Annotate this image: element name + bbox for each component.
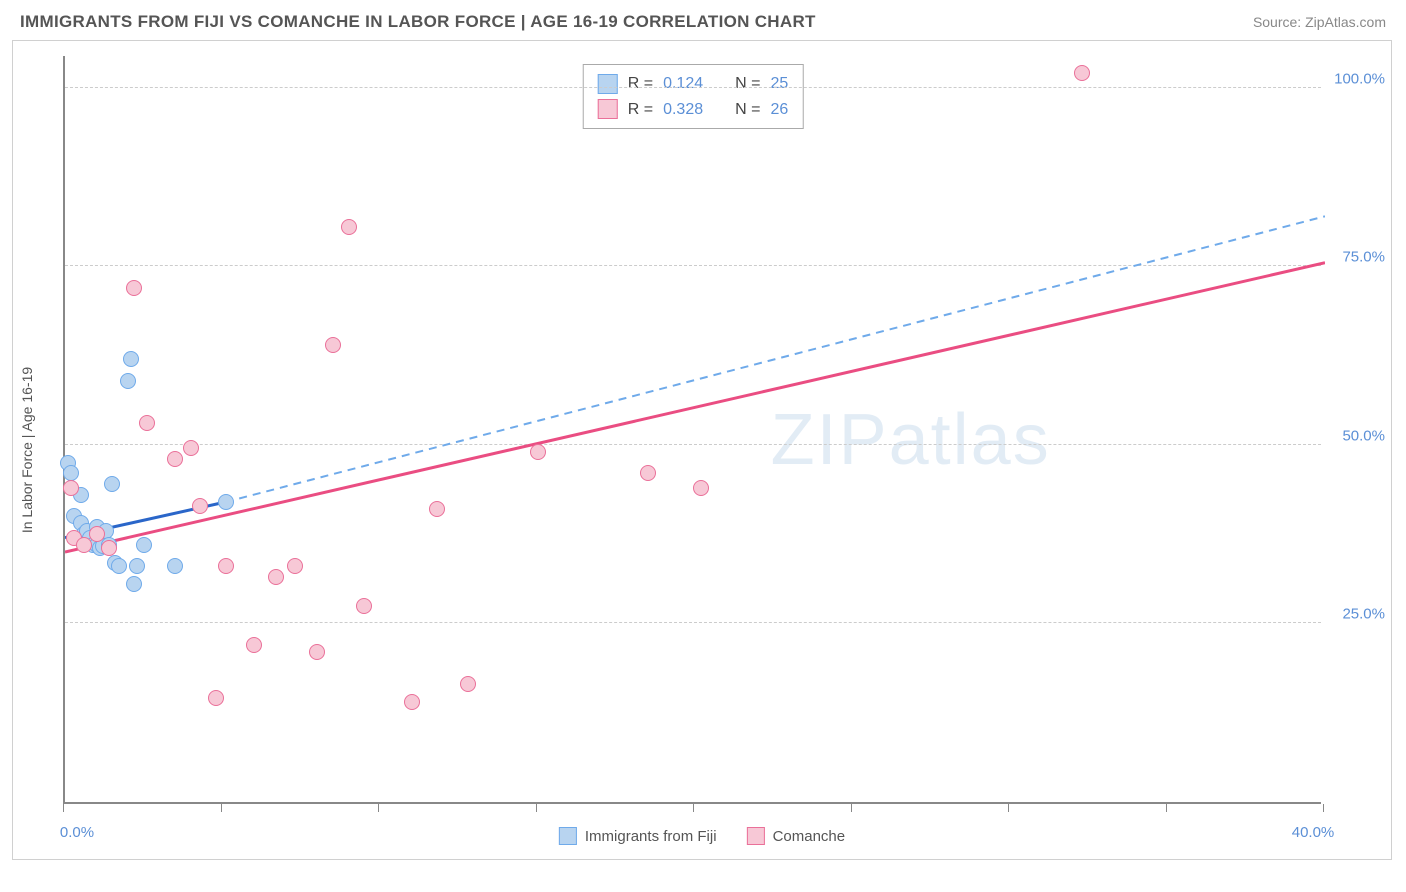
y-tick-label: 25.0%	[1342, 606, 1385, 623]
series-legend: Immigrants from Fiji Comanche	[559, 827, 845, 845]
data-point	[325, 337, 341, 353]
legend-item: Comanche	[747, 827, 846, 845]
data-point	[183, 440, 199, 456]
data-point	[139, 415, 155, 431]
stats-legend: R = 0.124 N = 25 R = 0.328 N = 26	[583, 64, 804, 129]
x-tick	[851, 804, 852, 812]
y-tick-label: 50.0%	[1342, 427, 1385, 444]
data-point	[192, 498, 208, 514]
data-point	[530, 444, 546, 460]
legend-item: Immigrants from Fiji	[559, 827, 717, 845]
data-point	[126, 576, 142, 592]
data-point	[246, 637, 262, 653]
data-point	[167, 451, 183, 467]
r-label: R =	[628, 97, 653, 123]
data-point	[1074, 65, 1090, 81]
legend-label: Comanche	[773, 828, 846, 845]
data-point	[129, 558, 145, 574]
data-point	[126, 280, 142, 296]
data-point	[341, 219, 357, 235]
data-point	[356, 598, 372, 614]
legend-swatch	[598, 99, 618, 119]
data-point	[101, 540, 117, 556]
n-label: N =	[735, 71, 760, 97]
data-point	[89, 526, 105, 542]
legend-label: Immigrants from Fiji	[585, 828, 717, 845]
legend-row: R = 0.124 N = 25	[598, 71, 789, 97]
legend-swatch	[559, 827, 577, 845]
data-point	[640, 465, 656, 481]
data-point	[63, 480, 79, 496]
legend-row: R = 0.328 N = 26	[598, 97, 789, 123]
data-point	[287, 558, 303, 574]
r-value: 0.124	[663, 71, 703, 97]
source-label: Source: ZipAtlas.com	[1253, 14, 1386, 30]
y-axis-label: In Labor Force | Age 16-19	[19, 367, 35, 533]
data-point	[460, 676, 476, 692]
x-tick	[63, 804, 64, 812]
data-point	[120, 373, 136, 389]
data-point	[309, 644, 325, 660]
gridline	[65, 87, 1321, 88]
data-point	[693, 480, 709, 496]
y-tick-label: 75.0%	[1342, 249, 1385, 266]
gridline	[65, 265, 1321, 266]
data-point	[104, 476, 120, 492]
chart-header: IMMIGRANTS FROM FIJI VS COMANCHE IN LABO…	[12, 12, 1394, 40]
legend-swatch	[598, 74, 618, 94]
data-point	[136, 537, 152, 553]
gridline	[65, 444, 1321, 445]
n-label: N =	[735, 97, 760, 123]
r-label: R =	[628, 71, 653, 97]
data-point	[123, 351, 139, 367]
n-value: 26	[770, 97, 788, 123]
data-point	[218, 558, 234, 574]
data-point	[111, 558, 127, 574]
x-tick	[378, 804, 379, 812]
y-tick-label: 100.0%	[1334, 70, 1385, 87]
trend-lines	[65, 52, 1325, 802]
chart-title: IMMIGRANTS FROM FIJI VS COMANCHE IN LABO…	[20, 12, 816, 32]
data-point	[208, 690, 224, 706]
chart-container: In Labor Force | Age 16-19 ZIPatlas R = 0…	[12, 40, 1392, 860]
x-tick	[221, 804, 222, 812]
data-point	[404, 694, 420, 710]
data-point	[429, 501, 445, 517]
x-tick	[1166, 804, 1167, 812]
plot-area: ZIPatlas R =0.124N =25R =0.328N =26 25.0…	[63, 56, 1321, 804]
x-tick	[536, 804, 537, 812]
data-point	[167, 558, 183, 574]
watermark: ZIPatlas	[771, 399, 1051, 481]
legend-swatch	[747, 827, 765, 845]
r-value: 0.328	[663, 97, 703, 123]
x-tick	[1008, 804, 1009, 812]
x-tick-label: 40.0%	[1292, 824, 1335, 841]
x-tick	[1323, 804, 1324, 812]
x-tick-label: 0.0%	[60, 824, 94, 841]
n-value: 25	[770, 71, 788, 97]
data-point	[268, 569, 284, 585]
gridline	[65, 622, 1321, 623]
data-point	[218, 494, 234, 510]
x-tick	[693, 804, 694, 812]
